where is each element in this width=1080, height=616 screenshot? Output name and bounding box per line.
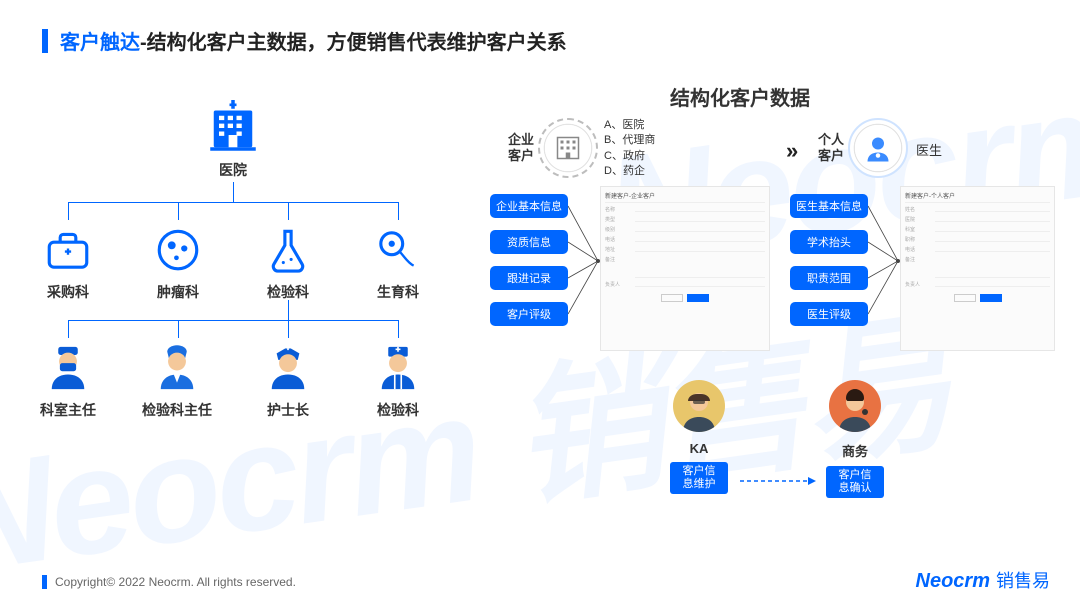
org-tree: 医院 采购科 肿瘤科 bbox=[20, 100, 480, 520]
surgeon-icon bbox=[40, 340, 96, 396]
node-dept-1: 肿瘤科 bbox=[150, 222, 206, 302]
form-title: 新建客户-个人客户 bbox=[905, 191, 1050, 203]
pill-per-1: 学术抬头 bbox=[790, 230, 868, 254]
biz-pill: 客户信 息确认 bbox=[826, 466, 884, 498]
labtech-icon bbox=[149, 340, 205, 396]
title-marker bbox=[42, 29, 48, 53]
connector bbox=[68, 202, 398, 203]
doctor-icon bbox=[370, 340, 426, 396]
enterprise-circle-icon bbox=[538, 118, 598, 178]
flow-ka: KA 客户信 息维护 bbox=[670, 380, 728, 494]
node-label: 护士长 bbox=[260, 400, 316, 420]
node-label: 检验科 bbox=[260, 282, 316, 302]
node-label: 检验科主任 bbox=[142, 400, 212, 420]
pill-ent-1: 资质信息 bbox=[490, 230, 568, 254]
connector bbox=[178, 320, 179, 338]
flow-arrow-icon bbox=[740, 475, 820, 487]
connector bbox=[68, 320, 69, 338]
title-sub: -结构化客户主数据，方便销售代表维护客户关系 bbox=[140, 26, 567, 55]
node-dept-0: 采购科 bbox=[40, 222, 96, 302]
connector bbox=[68, 202, 69, 220]
type-item: C、政府 bbox=[604, 149, 655, 164]
footer-marker bbox=[42, 575, 47, 589]
node-label: 科室主任 bbox=[40, 400, 96, 420]
connector bbox=[398, 320, 399, 338]
right-heading: 结构化客户数据 bbox=[640, 82, 840, 111]
personal-label: 个人 客户 bbox=[810, 132, 844, 163]
node-dept-3: 生育科 bbox=[370, 222, 426, 302]
enterprise-types: A、医院 B、代理商 C、政府 D、药企 bbox=[604, 118, 655, 180]
node-role-1: 检验科主任 bbox=[142, 340, 212, 420]
briefcase-icon bbox=[40, 222, 96, 278]
type-item: A、医院 bbox=[604, 118, 655, 133]
node-role-0: 科室主任 bbox=[40, 340, 96, 420]
brand-logo: Neocrm 销售易 bbox=[916, 567, 1050, 593]
hospital-icon bbox=[205, 100, 261, 156]
node-label: 采购科 bbox=[40, 282, 96, 302]
flask-icon bbox=[260, 222, 316, 278]
pill-per-3: 医生评级 bbox=[790, 302, 868, 326]
connector bbox=[68, 320, 398, 321]
fertility-icon bbox=[370, 222, 426, 278]
pill-ent-2: 跟进记录 bbox=[490, 266, 568, 290]
copyright: Copyright© 2022 Neocrm. All rights reser… bbox=[55, 575, 296, 589]
biz-label: 商务 bbox=[826, 441, 884, 460]
page-title: 客户触达 -结构化客户主数据，方便销售代表维护客户关系 bbox=[42, 26, 567, 55]
connector bbox=[398, 202, 399, 220]
personal-form: 新建客户-个人客户 姓名 医院 科室 职称 电话 备注 负责人 bbox=[900, 186, 1055, 351]
node-role-2: 护士长 bbox=[260, 340, 316, 420]
node-hospital: 医院 bbox=[205, 100, 261, 180]
node-role-3: 检验科 bbox=[370, 340, 426, 420]
fan-lines bbox=[568, 194, 602, 328]
type-item: D、药企 bbox=[604, 164, 655, 179]
form-title: 新建客户-企业客户 bbox=[605, 191, 765, 203]
connector bbox=[288, 320, 289, 338]
pill-ent-3: 客户评级 bbox=[490, 302, 568, 326]
ka-label: KA bbox=[670, 441, 728, 456]
ka-pill: 客户信 息维护 bbox=[670, 462, 728, 494]
brand-en: Neocrm bbox=[916, 570, 990, 593]
connector bbox=[178, 202, 179, 220]
connector bbox=[288, 202, 289, 220]
connector bbox=[288, 300, 289, 320]
footer: Copyright© 2022 Neocrm. All rights reser… bbox=[42, 575, 296, 589]
node-label: 检验科 bbox=[370, 400, 426, 420]
fan-lines bbox=[868, 194, 902, 328]
node-label: 生育科 bbox=[370, 282, 426, 302]
cells-icon bbox=[150, 222, 206, 278]
node-label: 肿瘤科 bbox=[150, 282, 206, 302]
nurse-icon bbox=[260, 340, 316, 396]
title-main: 客户触达 bbox=[60, 26, 140, 55]
ka-avatar-icon bbox=[673, 380, 725, 432]
flow-biz: 商务 客户信 息确认 bbox=[826, 380, 884, 498]
node-dept-2: 检验科 bbox=[260, 222, 316, 302]
arrow-icon: » bbox=[786, 138, 798, 164]
type-item: B、代理商 bbox=[604, 133, 655, 148]
personal-circle-icon bbox=[848, 118, 908, 178]
biz-avatar-icon bbox=[829, 380, 881, 432]
pill-per-0: 医生基本信息 bbox=[790, 194, 868, 218]
connector bbox=[233, 182, 234, 202]
node-label: 医院 bbox=[205, 160, 261, 180]
enterprise-form: 新建客户-企业客户 名称 类型 级别 电话 地址 备注 负责人 bbox=[600, 186, 770, 351]
pill-ent-0: 企业基本信息 bbox=[490, 194, 568, 218]
enterprise-label: 企业 客户 bbox=[500, 132, 534, 163]
personal-role: 医生 bbox=[916, 142, 942, 160]
pill-per-2: 职责范围 bbox=[790, 266, 868, 290]
brand-cn: 销售易 bbox=[996, 567, 1050, 593]
